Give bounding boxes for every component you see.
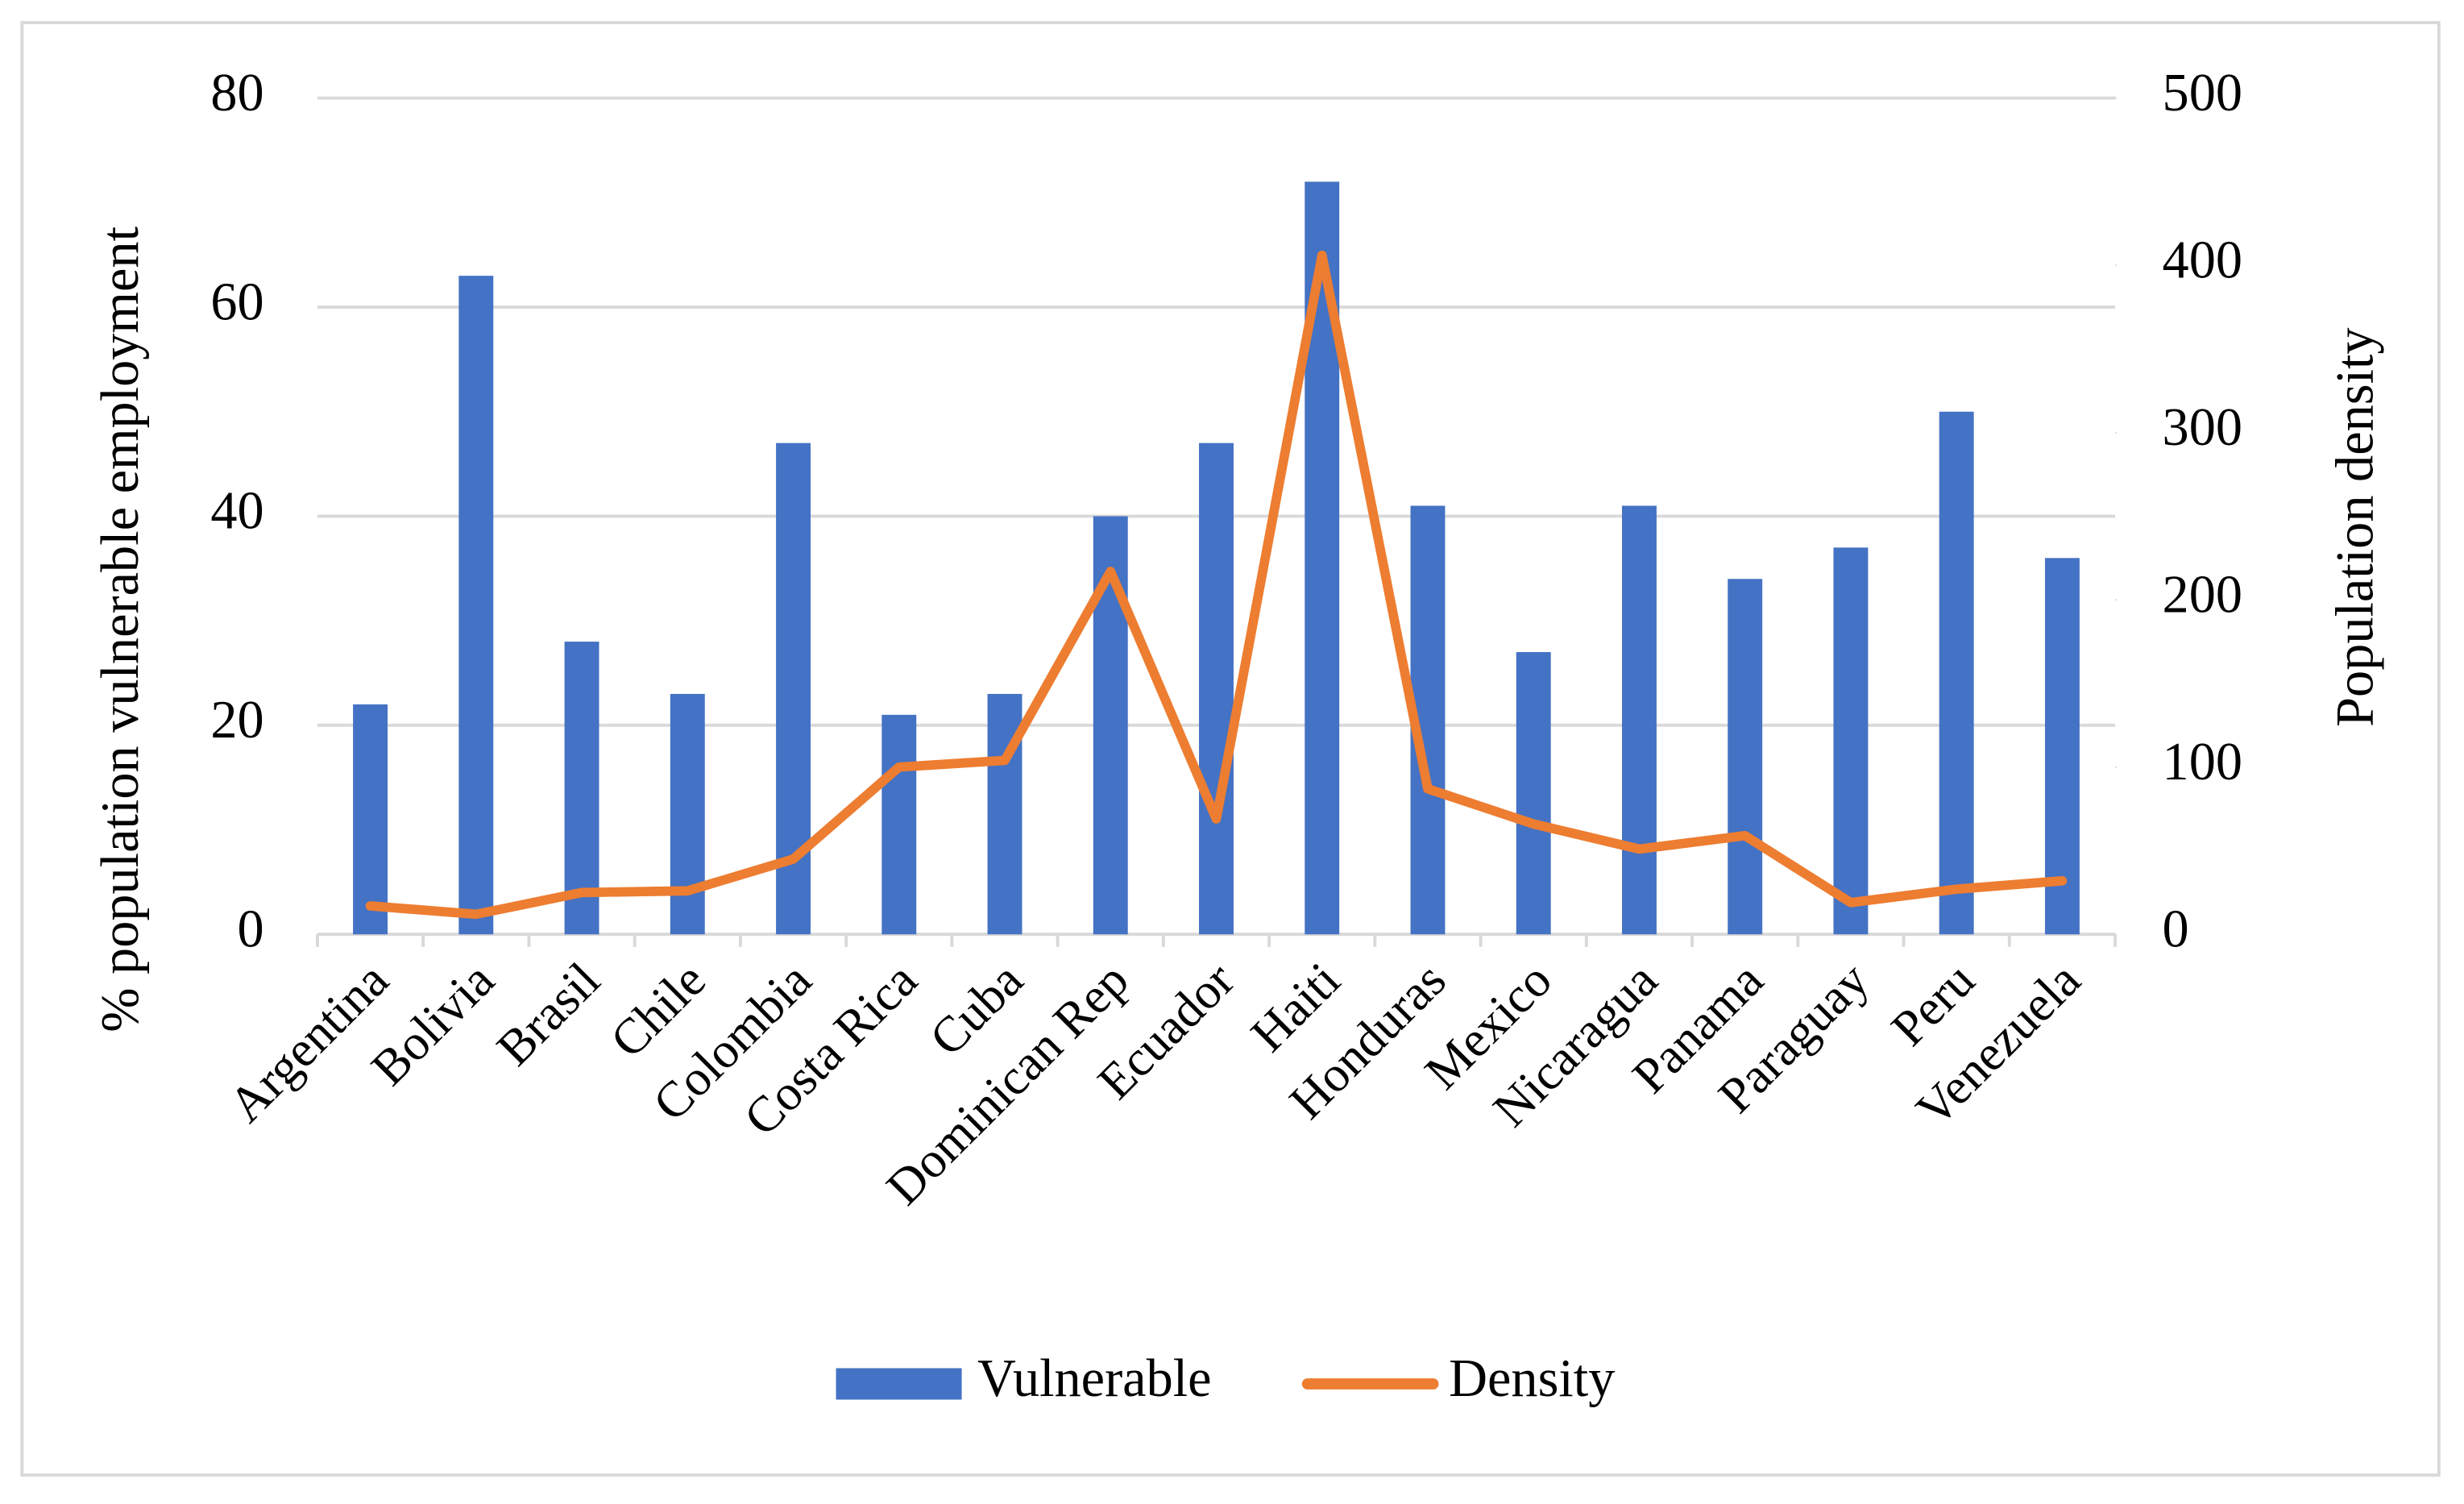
bar — [881, 714, 917, 935]
bar — [1833, 547, 1869, 935]
y2-tick-label: 300 — [2163, 398, 2242, 457]
y-tick-label: 20 — [210, 691, 263, 750]
legend-label: Density — [1449, 1349, 1615, 1408]
bar — [670, 693, 705, 935]
bar — [458, 276, 494, 935]
line — [365, 250, 2068, 920]
bar — [1728, 579, 1763, 935]
y-tick-label: 0 — [237, 899, 263, 958]
y-tick-label: 60 — [210, 272, 263, 331]
bar — [564, 642, 599, 935]
legend-label: Vulnerable — [977, 1349, 1212, 1408]
y-tick-label: 80 — [210, 64, 263, 123]
y2-tick-label: 100 — [2163, 733, 2242, 791]
bar — [1622, 505, 1657, 935]
bar — [1939, 411, 1974, 935]
bar — [1516, 652, 1551, 935]
y2-axis-title: Population density — [2326, 327, 2385, 726]
y2-tick-label: 500 — [2163, 64, 2242, 123]
y2-tick-label: 400 — [2163, 231, 2242, 289]
legend-swatch — [836, 1368, 962, 1400]
bar — [2044, 558, 2080, 935]
y-tick-label: 40 — [210, 482, 263, 541]
y2-tick-label: 0 — [2163, 899, 2189, 958]
y-axis-title: % population vulnerable employment — [91, 226, 150, 1032]
bar — [1199, 442, 1234, 935]
bar — [353, 704, 388, 935]
y2-tick-label: 200 — [2163, 565, 2242, 624]
